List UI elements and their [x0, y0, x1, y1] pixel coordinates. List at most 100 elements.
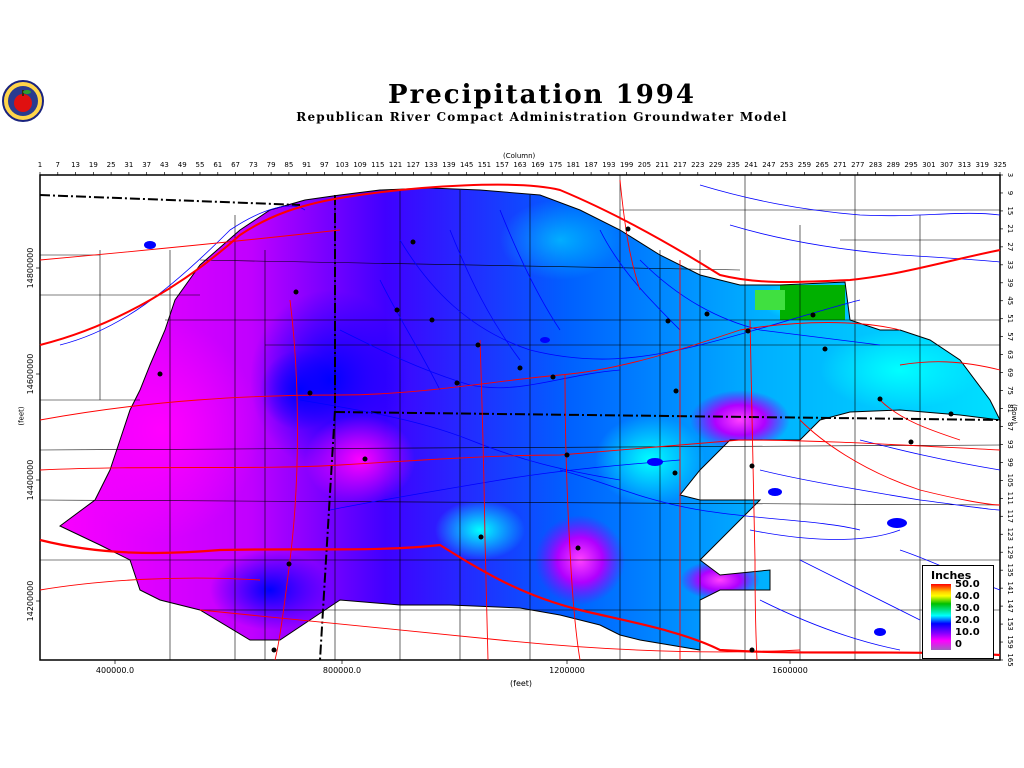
y-feet-tick-label: 14200000 — [26, 581, 35, 622]
map-subtitle: Republican River Compact Administration … — [296, 110, 788, 124]
column-tick-label: 133 — [424, 161, 437, 169]
column-tick-label: 97 — [320, 161, 329, 169]
legend-label: 30.0 — [955, 603, 980, 614]
row-tick-label: 105 — [1006, 474, 1014, 487]
column-tick-label: 175 — [549, 161, 562, 169]
row-tick-label: 63 — [1006, 350, 1014, 359]
legend-label: 50.0 — [955, 579, 980, 590]
row-tick-label: 27 — [1006, 242, 1014, 251]
column-tick-label: 217 — [673, 161, 686, 169]
y-feet-ticks: 14800000 14600000 14400000 14200000 — [26, 248, 40, 622]
column-tick-label: 253 — [780, 161, 793, 169]
column-tick-label: 271 — [833, 161, 846, 169]
x-feet-ticks: 400000.0 800000.0 1200000 1600000 — [96, 660, 808, 675]
row-tick-label: 99 — [1006, 458, 1014, 467]
column-tick-label: 283 — [869, 161, 882, 169]
y-feet-tick-label: 14600000 — [26, 354, 35, 395]
y-feet-tick-label: 14800000 — [26, 248, 35, 289]
row-tick-label: 87 — [1006, 422, 1014, 431]
row-tick-label: 81 — [1006, 404, 1014, 413]
column-axis-title: (Column) — [503, 152, 536, 160]
column-tick-label: 19 — [89, 161, 98, 169]
legend-label: 20.0 — [955, 615, 980, 626]
row-tick-label: 135 — [1006, 563, 1014, 576]
column-tick-label: 319 — [976, 161, 989, 169]
column-tick-label: 325 — [993, 161, 1006, 169]
column-tick-label: 229 — [709, 161, 722, 169]
legend-title: Inches — [931, 569, 972, 582]
column-tick-label: 247 — [762, 161, 775, 169]
legend: Inches 50.0 40.0 30.0 20.0 10.0 0 — [922, 565, 994, 659]
row-tick-label: 39 — [1006, 278, 1014, 287]
row-tick-label: 141 — [1006, 581, 1014, 594]
row-tick-label: 45 — [1006, 296, 1014, 305]
column-tick-label: 91 — [302, 161, 311, 169]
county-boundaries — [39, 175, 1001, 660]
column-tick-label: 79 — [267, 161, 276, 169]
row-tick-label: 3 — [1006, 173, 1014, 177]
column-tick-label: 25 — [107, 161, 116, 169]
row-tick-label: 159 — [1006, 635, 1014, 648]
row-tick-label: 15 — [1006, 206, 1014, 215]
row-tick-label: 57 — [1006, 332, 1014, 341]
column-tick-label: 121 — [389, 161, 402, 169]
y-feet-tick-label: 14400000 — [26, 460, 35, 501]
column-tick-label: 55 — [196, 161, 205, 169]
row-tick-label: 51 — [1006, 314, 1014, 323]
column-tick-label: 127 — [407, 161, 420, 169]
column-tick-label: 1 — [38, 161, 42, 169]
row-tick-label: 21 — [1006, 224, 1014, 233]
column-tick-label: 157 — [496, 161, 509, 169]
column-tick-label: 205 — [638, 161, 651, 169]
column-tick-label: 67 — [231, 161, 240, 169]
column-tick-label: 37 — [142, 161, 151, 169]
row-tick-label: 165 — [1006, 653, 1014, 666]
column-tick-label: 73 — [249, 161, 258, 169]
column-tick-label: 241 — [744, 161, 757, 169]
column-tick-label: 211 — [656, 161, 669, 169]
column-tick-label: 13 — [71, 161, 80, 169]
x-feet-tick-label: 800000.0 — [323, 666, 361, 675]
column-tick-label: 259 — [798, 161, 811, 169]
column-tick-label: 85 — [284, 161, 293, 169]
state-boundary — [39, 194, 1001, 661]
column-tick-label: 43 — [160, 161, 169, 169]
row-tick-label: 33 — [1006, 260, 1014, 269]
x-feet-tick-label: 400000.0 — [96, 666, 134, 675]
column-tick-label: 235 — [727, 161, 740, 169]
map-title: Precipitation 1994 — [388, 80, 696, 110]
weather-stations — [157, 226, 954, 653]
column-tick-label: 139 — [442, 161, 455, 169]
row-tick-label: 129 — [1006, 546, 1014, 559]
y-feet-axis-title: (feet) — [17, 406, 26, 426]
rivers — [59, 184, 1001, 651]
column-tick-label: 7 — [56, 161, 60, 169]
row-tick-label: 75 — [1006, 386, 1014, 395]
column-tick-label: 49 — [178, 161, 187, 169]
column-tick-label: 313 — [958, 161, 971, 169]
column-tick-label: 145 — [460, 161, 473, 169]
column-tick-label: 181 — [567, 161, 580, 169]
legend-color-bar — [931, 584, 951, 650]
column-tick-label: 199 — [620, 161, 633, 169]
column-ticks: 1 7 13 19 25 31 37 43 49 55 61 67 73 79 85 91 97 103 109 11… — [38, 161, 1007, 175]
column-tick-label: 115 — [371, 161, 384, 169]
column-tick-label: 151 — [478, 161, 491, 169]
row-tick-label: 9 — [1006, 191, 1014, 195]
row-tick-label: 69 — [1006, 368, 1014, 377]
legend-label: 10.0 — [955, 627, 980, 638]
row-ticks: 3915212733394551576369758187939910511111… — [1000, 173, 1014, 667]
column-tick-label: 265 — [816, 161, 829, 169]
column-tick-label: 277 — [851, 161, 864, 169]
column-tick-label: 31 — [124, 161, 133, 169]
column-tick-label: 61 — [213, 161, 222, 169]
column-tick-label: 109 — [353, 161, 366, 169]
column-tick-label: 289 — [887, 161, 900, 169]
x-feet-axis-title: (feet) — [510, 679, 533, 688]
column-tick-label: 295 — [904, 161, 917, 169]
roads — [39, 179, 1001, 661]
row-tick-label: 153 — [1006, 617, 1014, 630]
row-tick-label: 117 — [1006, 510, 1014, 523]
apple-logo-icon — [2, 80, 44, 122]
column-tick-label: 187 — [584, 161, 597, 169]
